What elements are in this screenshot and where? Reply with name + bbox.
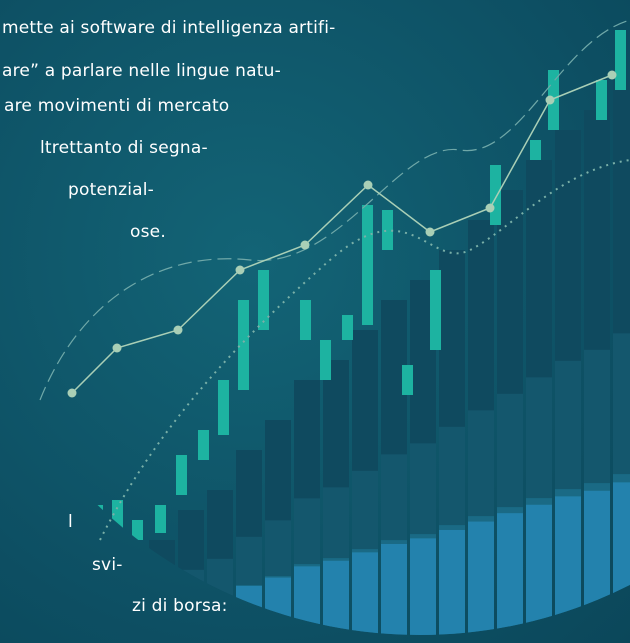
page: mette ai software di intelligenza artifi… <box>0 0 630 643</box>
trend-dot <box>301 241 310 250</box>
trend-dot <box>113 344 122 353</box>
candle <box>615 30 626 90</box>
candle <box>92 505 103 540</box>
candle <box>198 430 209 460</box>
candle <box>238 300 249 390</box>
column-base <box>236 586 262 640</box>
column-base <box>555 496 581 640</box>
candle <box>132 520 143 540</box>
candle <box>176 455 187 495</box>
bars <box>92 30 630 643</box>
candle <box>342 315 353 340</box>
text-line: potenzial- <box>68 180 154 200</box>
text-line: mette ai software di intelligenza artifi… <box>2 18 335 38</box>
column-base <box>265 578 291 640</box>
trend-dot <box>608 71 617 80</box>
trend-dot <box>486 204 495 213</box>
text-line: l <box>68 512 73 532</box>
text-line: are movimenti di mercato <box>4 96 229 116</box>
candle <box>320 340 331 380</box>
text-line: ose. <box>130 222 166 242</box>
candle <box>300 300 311 340</box>
candle <box>155 505 166 533</box>
trend-dot <box>546 96 555 105</box>
column-base <box>613 482 630 640</box>
trend-dot <box>426 228 435 237</box>
trend-dot <box>236 266 245 275</box>
column-base <box>584 491 610 640</box>
column-base <box>294 566 320 640</box>
column-base <box>439 530 465 640</box>
text-line: are” a parlare nelle lingue natu- <box>2 61 281 81</box>
candle <box>402 365 413 395</box>
candle <box>530 140 541 160</box>
column-base <box>410 538 436 640</box>
text-line: svi- <box>92 555 123 575</box>
trend-dot <box>174 326 183 335</box>
candle <box>430 270 441 350</box>
candle <box>490 165 501 225</box>
column-base <box>352 552 378 640</box>
candle <box>596 80 607 120</box>
candle <box>362 205 373 325</box>
column-base <box>468 522 494 640</box>
trend-dot <box>68 389 77 398</box>
column-base <box>120 617 146 640</box>
column-base <box>497 513 523 640</box>
column-base <box>323 561 349 640</box>
column-band <box>149 612 175 643</box>
text-line: zi di borsa: <box>132 596 228 616</box>
column-band <box>120 618 146 643</box>
column-base <box>526 505 552 640</box>
candle <box>218 380 229 435</box>
trend-dot <box>364 181 373 190</box>
column <box>149 540 175 643</box>
text-line: ltrettanto di segna- <box>40 138 208 158</box>
column-base <box>381 544 407 640</box>
